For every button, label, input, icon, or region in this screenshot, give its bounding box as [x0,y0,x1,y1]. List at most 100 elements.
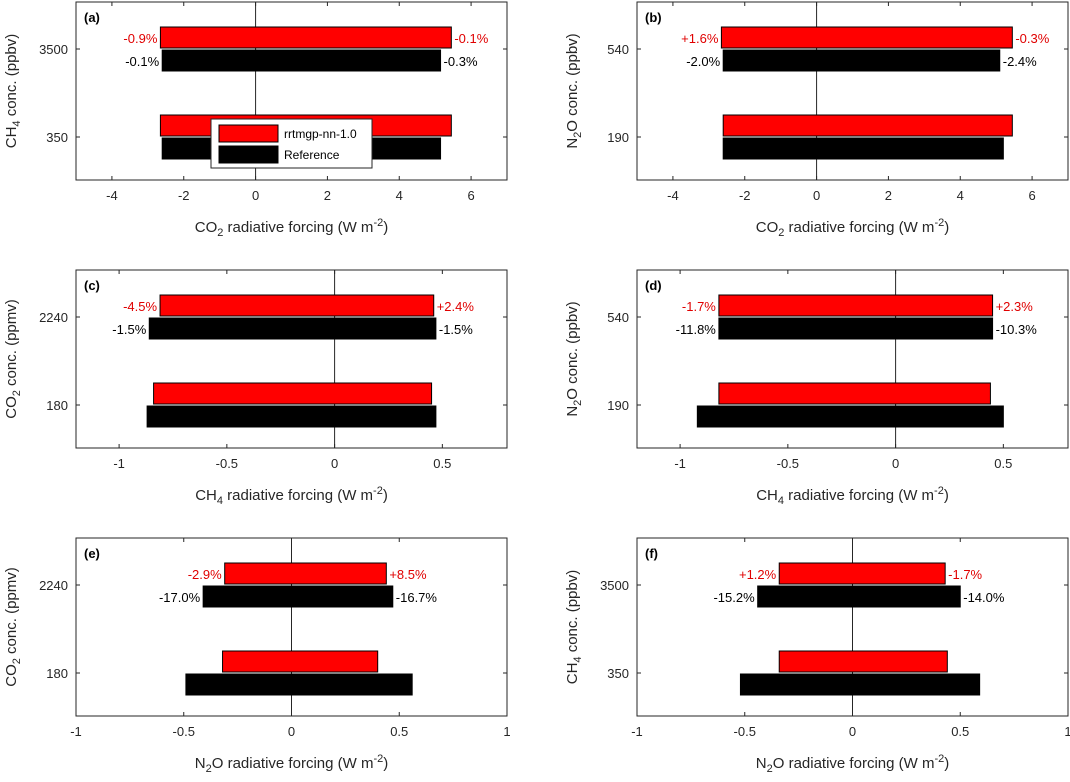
x-tick-label: 2 [885,188,892,203]
x-tick-label: 4 [957,188,964,203]
annotation-nn-high: +8.5% [389,567,427,582]
panel-a: -4 -2 0 2 4 6 3500 350 -0.9% -0.1% -0.1% -0.3% (a) CO… [3,1,508,239]
y-tick-label: 2240 [39,578,68,593]
x-tick-label: 0 [288,724,295,739]
bar-reference-540 [722,49,1001,72]
panel-label: (f) [645,546,658,561]
annotation-ref-high: -10.3% [996,322,1038,337]
annotation-ref-high: -2.4% [1003,54,1037,69]
bar-nn-180 [153,382,433,405]
annotation-ref-low: -11.8% [676,322,717,337]
x-axis-label: CO2​ radiative forcing (W m-2​) [195,217,388,239]
legend-label-reference: Reference [284,148,340,162]
bar-nn-3500 [159,26,452,49]
x-tick-label: 6 [467,188,474,203]
annotation-nn-low: -1.7% [682,299,716,314]
annotation-nn-low: -0.9% [123,31,157,46]
annotation-nn-high: -1.7% [948,567,982,582]
x-tick-label: -1 [70,724,82,739]
y-axis-label: N2​O conc. (ppbv) [564,301,584,416]
y-tick-label: 190 [607,130,629,145]
y-tick-label: 180 [46,398,68,413]
x-tick-label: 0.5 [951,724,969,739]
x-tick-label: -1 [674,456,686,471]
panel-label: (b) [645,10,662,25]
annotation-nn-high: -0.3% [1015,31,1049,46]
y-axis-label: CO2​ conc. (ppmv) [3,299,23,418]
x-tick-label: -1 [113,456,125,471]
panel-b: -4 -2 0 2 4 6 540 190 +1.6% -0.3% -2.0% -2.4% (b) CO2… [564,1,1069,239]
annotation-ref-high: -1.5% [439,322,473,337]
bar-nn-180 [222,650,379,673]
legend-label-nn: rrtmgp-nn-1.0 [284,127,357,141]
x-tick-label: -0.5 [734,724,756,739]
axes-frame [636,269,1069,449]
x-tick-label: -4 [667,188,679,203]
x-tick-label: 0 [813,188,820,203]
x-tick-label: 0 [331,456,338,471]
annotation-nn-low: +1.6% [681,31,719,46]
panel-d: -1 -0.5 0 0.5 540 190 -1.7% +2.3% -11.8% -10.3% (d… [564,269,1069,507]
x-axis-label: CO2​ radiative forcing (W m-2​) [756,217,949,239]
x-tick-label: 0 [252,188,259,203]
bar-nn-2240 [224,562,387,585]
panel-label: (a) [84,10,100,25]
y-axis-label: CO2​ conc. (ppmv) [3,567,23,686]
y-tick-label: 3500 [39,42,68,57]
y-axis-label: N2​O conc. (ppbv) [564,33,584,148]
bar-reference-2240 [148,317,437,340]
x-axis-label: CH4​ radiative forcing (W m-2​) [195,485,388,507]
bar-nn-540 [720,26,1013,49]
y-axis-label: CH4​ conc. (ppbv) [564,570,584,685]
bar-reference-540 [718,317,994,340]
y-tick-label: 180 [46,666,68,681]
annotation-ref-low: -2.0% [686,54,720,69]
annotation-ref-high: -16.7% [396,590,438,605]
panel-f: -1 -0.5 0 0.5 1 3500 350 +1.2% -1.7% -15.2% -14.0%… [564,537,1070,775]
annotation-nn-low: -4.5% [123,299,157,314]
bar-reference-180 [185,673,413,696]
bar-reference-180 [146,405,437,428]
bar-nn-2240 [159,294,435,317]
x-tick-label: 4 [396,188,403,203]
bar-nn-540 [718,294,994,317]
annotation-nn-high: +2.4% [437,299,475,314]
legend-swatch-reference [218,145,279,164]
bar-reference-3500 [161,49,442,72]
annotation-ref-high: -0.3% [444,54,478,69]
x-tick-label: 0.5 [994,456,1012,471]
annotation-ref-low: -17.0% [159,590,201,605]
y-tick-label: 2240 [39,310,68,325]
y-tick-label: 540 [607,310,629,325]
y-tick-label: 3500 [600,578,629,593]
y-tick-label: 350 [607,666,629,681]
x-tick-label: -0.5 [216,456,238,471]
y-tick-label: 190 [607,398,629,413]
x-tick-label: 0 [892,456,899,471]
annotation-nn-low: +1.2% [739,567,777,582]
annotation-ref-high: -14.0% [963,590,1005,605]
bar-nn-190 [722,114,1013,137]
annotation-nn-high: +2.3% [996,299,1034,314]
x-tick-label: -0.5 [777,456,799,471]
axes-frame [75,269,508,449]
x-axis-label: CH4​ radiative forcing (W m-2​) [756,485,949,507]
x-tick-label: 0.5 [390,724,408,739]
axes-frame [75,1,508,181]
panel-label: (e) [84,546,100,561]
panel-label: (d) [645,278,662,293]
bar-reference-190 [696,405,1004,428]
x-tick-label: 2 [324,188,331,203]
bar-reference-3500 [757,585,961,608]
annotation-ref-low: -0.1% [125,54,159,69]
bar-reference-190 [722,137,1004,160]
x-tick-label: -2 [739,188,751,203]
annotation-ref-low: -15.2% [713,590,755,605]
y-tick-label: 350 [46,130,68,145]
legend-swatch-nn [218,124,279,143]
legend: rrtmgp-nn-1.0 Reference [210,118,373,169]
x-axis-label: N2​O radiative forcing (W m-2​) [195,753,388,775]
x-axis-label: N2​O radiative forcing (W m-2​) [756,753,949,775]
y-axis-label: CH4​ conc. (ppbv) [3,34,23,149]
x-tick-label: -0.5 [173,724,195,739]
